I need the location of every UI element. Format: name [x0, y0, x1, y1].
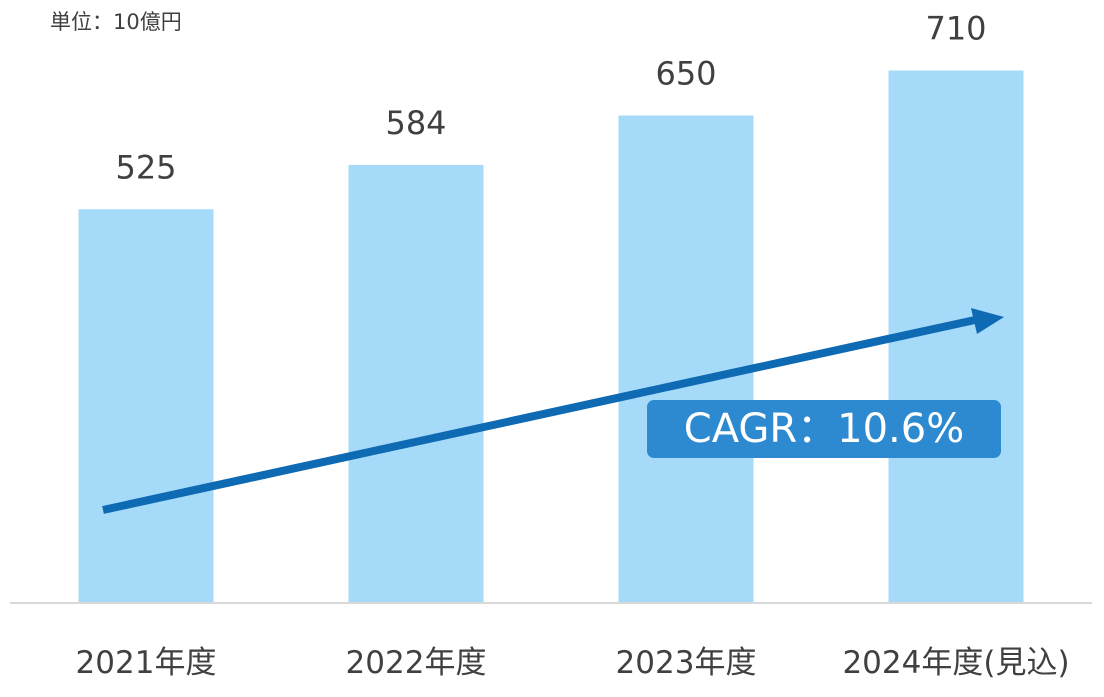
value-label-2: 584 [385, 104, 446, 142]
category-label-1: 2021年度 [76, 645, 217, 681]
category-labels: 2021年度 2022年度 2023年度 2024年度(見込) [76, 645, 1070, 681]
category-label-2: 2022年度 [346, 645, 487, 681]
bar-2 [348, 165, 484, 603]
category-label-3: 2023年度 [616, 645, 757, 681]
category-label-4: 2024年度(見込) [842, 645, 1069, 681]
trend-arrow-shaft [102, 316, 976, 514]
value-label-1: 525 [115, 148, 176, 186]
bar-1 [78, 209, 214, 603]
value-label-3: 650 [655, 55, 716, 93]
unit-label: 単位：10億円 [50, 10, 182, 34]
trend-arrow-head [971, 308, 1004, 334]
value-label-4: 710 [925, 10, 986, 48]
value-labels: 525 584 650 710 [115, 10, 986, 187]
trend-arrow [102, 308, 1004, 514]
cagr-badge: CAGR：10.6% [647, 400, 1001, 458]
bar-3 [618, 115, 754, 603]
